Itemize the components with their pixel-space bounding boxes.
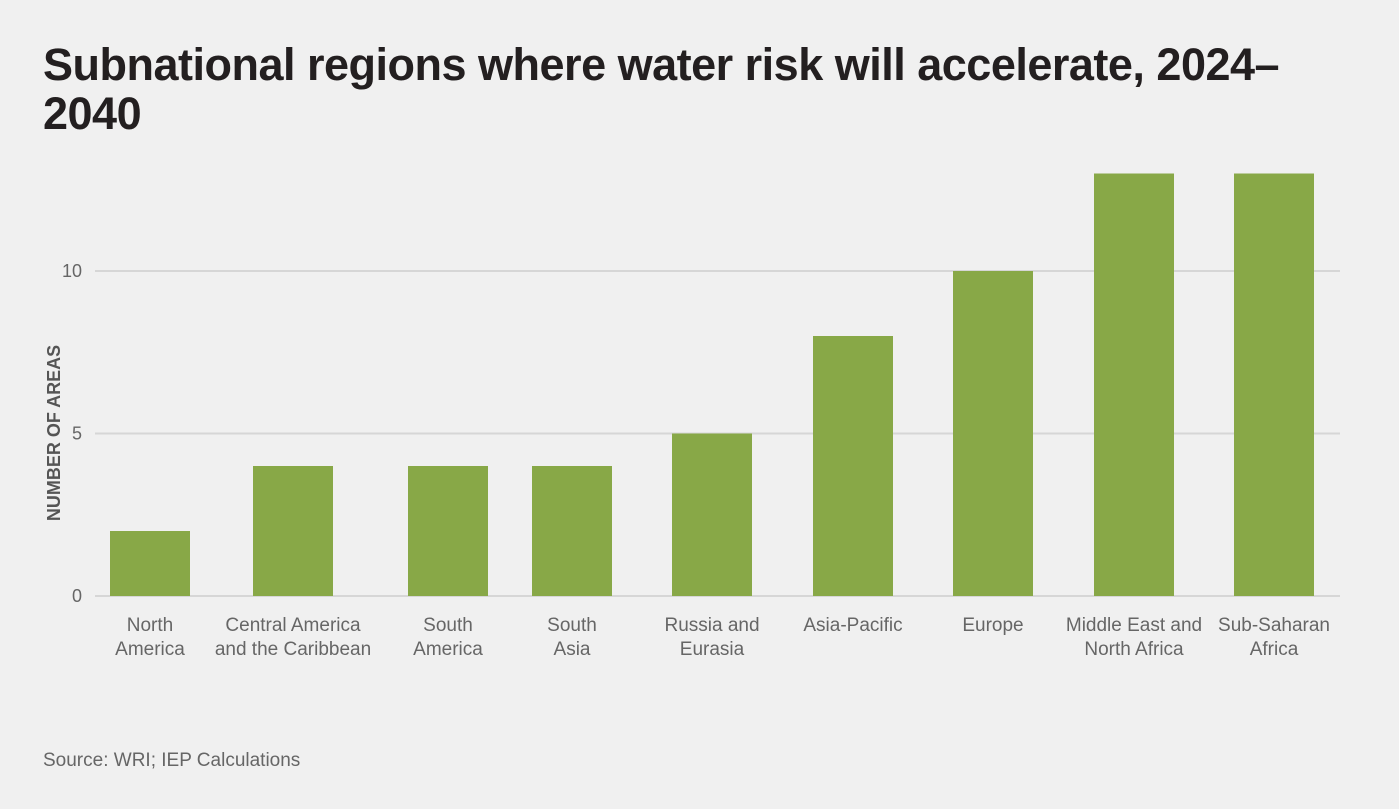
x-tick-label-line: Russia and <box>664 615 759 636</box>
y-axis-label: NUMBER OF AREAS <box>44 345 64 521</box>
y-tick-labels: 0 5 10 <box>62 261 82 606</box>
bar <box>672 433 752 596</box>
x-tick-label-line: Sub-Saharan <box>1218 615 1330 636</box>
bar <box>253 466 333 596</box>
bar <box>532 466 612 596</box>
x-tick-label-line: North Africa <box>1084 639 1184 660</box>
bars <box>110 173 1314 596</box>
x-tick-label-line: Africa <box>1250 639 1299 660</box>
x-tick-label-line: North <box>127 615 173 636</box>
x-tick-label-line: Middle East and <box>1066 615 1202 636</box>
x-tick-label: Sub-Saharan Africa <box>1218 615 1330 660</box>
x-category-labels: North America Central America and the Carib… <box>115 615 1330 660</box>
bar <box>110 531 190 596</box>
x-tick-label-line: South <box>423 615 473 636</box>
x-tick-label: Middle East and North Africa <box>1066 615 1202 660</box>
y-tick-label: 5 <box>72 424 82 444</box>
bar <box>813 336 893 596</box>
x-tick-label: South Asia <box>547 615 597 660</box>
bar <box>953 271 1033 596</box>
x-tick-label: Europe <box>962 615 1023 636</box>
x-tick-label: North America <box>115 615 185 660</box>
x-tick-label-line: South <box>547 615 597 636</box>
x-tick-label-line: Asia-Pacific <box>803 615 902 636</box>
source-note: Source: WRI; IEP Calculations <box>43 750 301 771</box>
bar <box>1094 173 1174 596</box>
x-tick-label-line: Europe <box>962 615 1023 636</box>
y-tick-label: 10 <box>62 261 82 281</box>
x-tick-label-line: Central America <box>225 615 361 636</box>
chart-title: Subnational regions where water risk wil… <box>43 39 1280 139</box>
x-tick-label-line: and the Caribbean <box>215 639 371 660</box>
x-tick-label-line: Asia <box>554 639 591 660</box>
x-tick-label: Asia-Pacific <box>803 615 902 636</box>
x-tick-label: Central America and the Caribbean <box>215 615 371 660</box>
y-tick-label: 0 <box>72 586 82 606</box>
x-tick-label: Russia and Eurasia <box>664 615 759 660</box>
x-tick-label: South America <box>413 615 483 660</box>
x-tick-label-line: America <box>115 639 185 660</box>
bar <box>1234 173 1314 596</box>
x-tick-label-line: Eurasia <box>680 639 745 660</box>
x-tick-label-line: America <box>413 639 483 660</box>
bar <box>408 466 488 596</box>
